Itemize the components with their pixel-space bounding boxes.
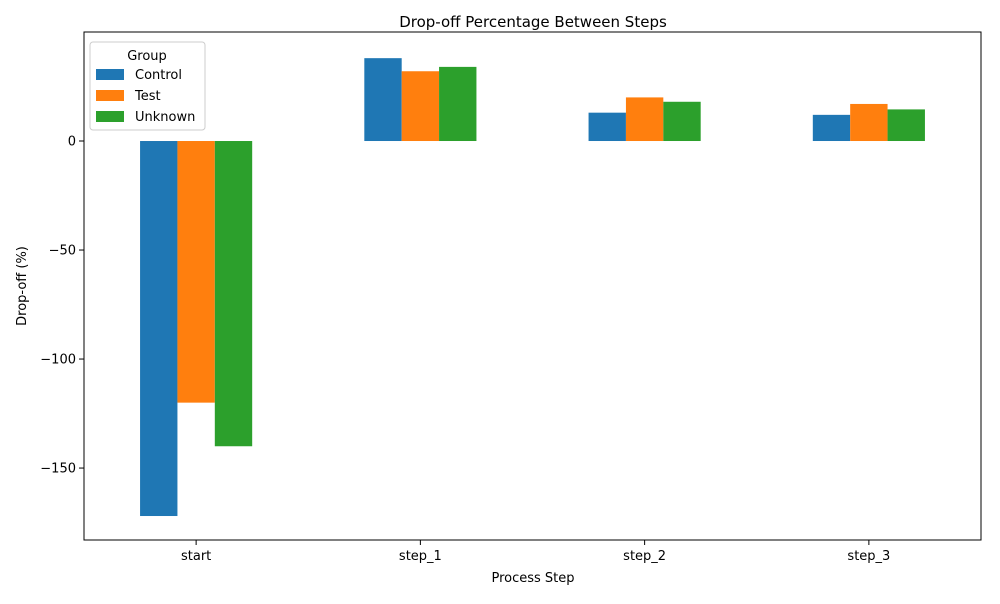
legend-swatch-unknown bbox=[96, 111, 124, 122]
bar-test-start bbox=[177, 141, 215, 403]
legend-swatch-control bbox=[96, 69, 124, 80]
x-tick-label: step_3 bbox=[847, 549, 890, 564]
bar-test-step_3 bbox=[850, 103, 888, 142]
y-tick-label: −100 bbox=[40, 353, 76, 368]
y-axis-label: Drop-off (%) bbox=[15, 246, 30, 326]
y-tick-label: 0 bbox=[68, 135, 76, 150]
x-axis-label: Process Step bbox=[491, 571, 574, 586]
bar-test-step_2 bbox=[625, 97, 664, 142]
bar-unknown-step_1 bbox=[439, 66, 477, 142]
y-tick-label: −150 bbox=[40, 462, 76, 477]
bar-unknown-step_2 bbox=[663, 101, 701, 142]
legend-label-unknown: Unknown bbox=[135, 110, 195, 125]
bars-group bbox=[140, 58, 925, 517]
bar-control-start bbox=[140, 141, 178, 517]
legend-label-control: Control bbox=[135, 68, 182, 83]
bar-control-step_3 bbox=[812, 114, 851, 142]
x-tick-label: step_2 bbox=[623, 549, 666, 564]
bar-control-step_1 bbox=[364, 58, 402, 142]
bar-control-step_2 bbox=[588, 112, 626, 142]
legend-label-test: Test bbox=[134, 89, 161, 104]
bar-unknown-step_3 bbox=[887, 109, 925, 142]
x-axis: start step_1 step_2 step_3 bbox=[181, 540, 890, 564]
legend: Group Control Test Unknown bbox=[89, 41, 206, 131]
y-axis: 0 −50 −100 −150 bbox=[40, 135, 84, 477]
legend-title: Group bbox=[127, 49, 167, 64]
plot-frame bbox=[83, 31, 982, 541]
x-tick-label: step_1 bbox=[399, 549, 442, 564]
legend-box bbox=[89, 41, 206, 131]
chart-title: Drop-off Percentage Between Steps bbox=[399, 13, 667, 31]
y-tick-label: −50 bbox=[49, 244, 76, 259]
x-tick-label: start bbox=[181, 549, 211, 564]
bar-unknown-start bbox=[214, 141, 253, 447]
legend-swatch-test bbox=[96, 90, 124, 101]
bar-test-step_1 bbox=[401, 71, 440, 142]
